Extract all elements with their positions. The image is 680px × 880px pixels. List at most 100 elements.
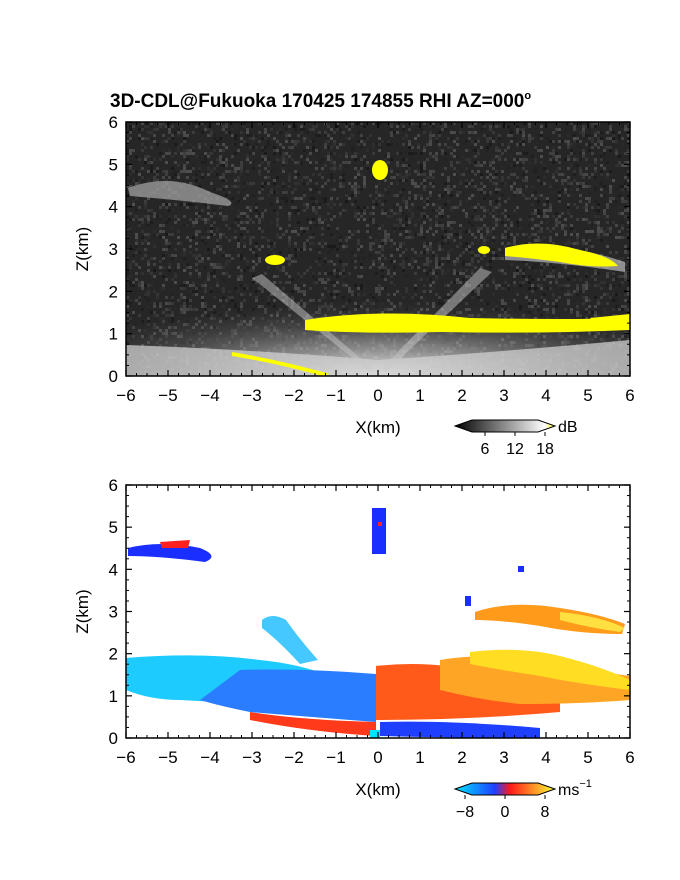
noise-pixel	[477, 164, 480, 167]
noise-pixel	[408, 230, 411, 233]
noise-pixel	[621, 137, 624, 140]
noise-pixel	[288, 146, 291, 149]
noise-pixel	[516, 125, 519, 128]
noise-pixel	[426, 242, 429, 245]
noise-pixel	[495, 134, 498, 137]
noise-pixel	[288, 182, 291, 185]
noise-pixel	[429, 134, 432, 137]
noise-pixel	[318, 257, 321, 260]
noise-pixel	[246, 215, 249, 218]
noise-pixel	[222, 179, 225, 182]
noise-pixel	[555, 206, 558, 209]
noise-pixel	[282, 170, 285, 173]
noise-pixel	[165, 233, 168, 236]
noise-pixel	[312, 209, 315, 212]
noise-pixel	[399, 227, 402, 230]
noise-pixel	[165, 170, 168, 173]
noise-pixel	[390, 254, 393, 257]
noise-pixel	[450, 188, 453, 191]
noise-pixel	[345, 242, 348, 245]
noise-pixel	[177, 230, 180, 233]
noise-pixel	[585, 167, 588, 170]
noise-pixel	[291, 125, 294, 128]
noise-pixel	[261, 212, 264, 215]
noise-pixel	[177, 128, 180, 131]
noise-pixel	[144, 284, 147, 287]
noise-pixel	[249, 239, 252, 242]
noise-pixel	[486, 263, 489, 266]
noise-pixel	[399, 233, 402, 236]
noise-pixel	[411, 179, 414, 182]
noise-pixel	[438, 194, 441, 197]
noise-pixel	[177, 164, 180, 167]
noise-pixel	[558, 167, 561, 170]
noise-pixel	[498, 188, 501, 191]
noise-pixel	[522, 275, 525, 278]
noise-pixel	[390, 215, 393, 218]
noise-pixel	[606, 221, 609, 224]
noise-pixel	[132, 203, 135, 206]
noise-pixel	[540, 266, 543, 269]
noise-pixel	[276, 143, 279, 146]
noise-pixel	[567, 143, 570, 146]
noise-pixel	[519, 185, 522, 188]
noise-pixel	[573, 158, 576, 161]
noise-pixel	[219, 164, 222, 167]
noise-pixel	[324, 134, 327, 137]
noise-pixel	[405, 263, 408, 266]
noise-pixel	[333, 263, 336, 266]
noise-pixel	[510, 218, 513, 221]
noise-pixel	[375, 203, 378, 206]
noise-pixel	[420, 224, 423, 227]
noise-pixel	[129, 230, 132, 233]
noise-pixel	[510, 242, 513, 245]
noise-pixel	[603, 230, 606, 233]
noise-pixel	[480, 128, 483, 131]
noise-pixel	[240, 194, 243, 197]
noise-pixel	[567, 158, 570, 161]
noise-pixel	[264, 254, 267, 257]
noise-pixel	[597, 209, 600, 212]
noise-pixel	[267, 239, 270, 242]
noise-pixel	[255, 209, 258, 212]
noise-pixel	[288, 215, 291, 218]
noise-pixel	[588, 137, 591, 140]
noise-pixel	[495, 254, 498, 257]
noise-pixel	[360, 209, 363, 212]
noise-pixel	[579, 131, 582, 134]
noise-pixel	[228, 254, 231, 257]
noise-pixel	[129, 224, 132, 227]
noise-pixel	[150, 131, 153, 134]
noise-pixel	[591, 224, 594, 227]
noise-pixel	[411, 215, 414, 218]
noise-pixel	[270, 137, 273, 140]
noise-pixel	[576, 218, 579, 221]
noise-pixel	[171, 278, 174, 281]
noise-pixel	[174, 281, 177, 284]
noise-pixel	[447, 221, 450, 224]
noise-pixel	[390, 158, 393, 161]
noise-pixel	[150, 146, 153, 149]
noise-pixel	[462, 257, 465, 260]
noise-pixel	[369, 170, 372, 173]
noise-pixel	[474, 194, 477, 197]
noise-pixel	[306, 176, 309, 179]
noise-pixel	[525, 152, 528, 155]
noise-pixel	[141, 236, 144, 239]
noise-pixel	[477, 218, 480, 221]
noise-pixel	[360, 188, 363, 191]
noise-pixel	[159, 218, 162, 221]
noise-pixel	[369, 134, 372, 137]
noise-pixel	[339, 236, 342, 239]
noise-pixel	[246, 128, 249, 131]
noise-pixel	[624, 233, 627, 236]
noise-pixel	[468, 137, 471, 140]
noise-pixel	[567, 134, 570, 137]
noise-pixel	[444, 233, 447, 236]
noise-pixel	[159, 260, 162, 263]
noise-pixel	[426, 185, 429, 188]
noise-pixel	[624, 245, 627, 248]
noise-pixel	[282, 185, 285, 188]
noise-pixel	[540, 224, 543, 227]
noise-pixel	[177, 266, 180, 269]
